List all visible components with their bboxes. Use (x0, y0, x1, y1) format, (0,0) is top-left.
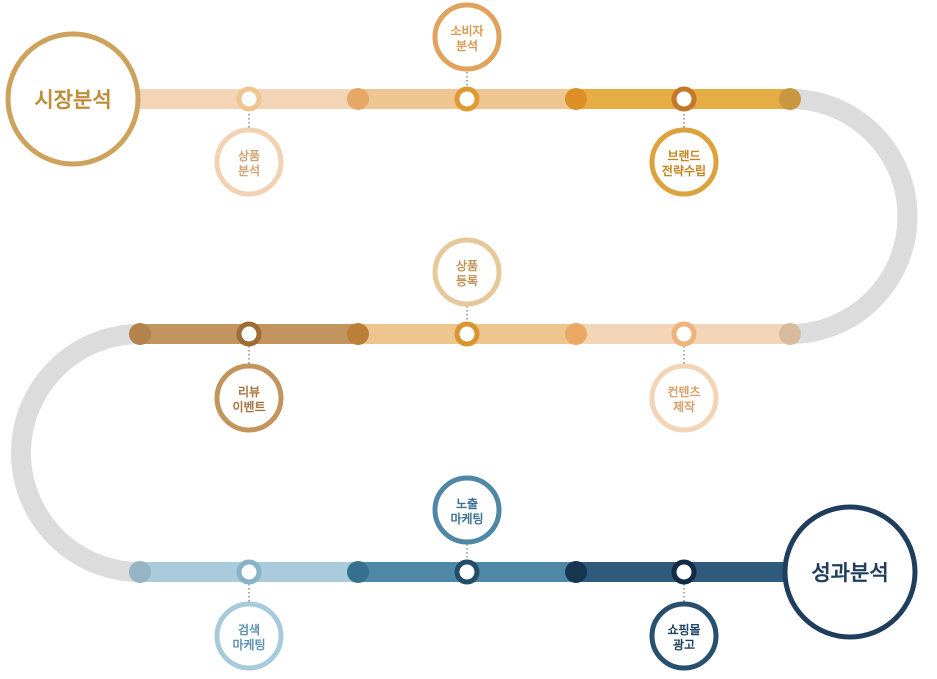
station-line-1: 검색 (238, 622, 260, 637)
curve-connector-left (11, 324, 141, 582)
station-markers (236, 86, 697, 585)
station-line-1: 상품 (456, 258, 478, 273)
station-line-2: 등록 (456, 273, 478, 288)
station-content-production: 컨텐츠 제작 (649, 363, 719, 433)
station-line-2: 마케팅 (450, 511, 483, 526)
station-search-marketing: 검색 마케팅 (214, 601, 284, 671)
station-shoppingmall-ad: 쇼핑몰 광고 (649, 601, 719, 671)
station-brand-strategy: 브랜드 전략수립 (649, 127, 719, 197)
station-exposure-marketing: 노출 마케팅 (432, 475, 502, 545)
station-line-2: 이벤트 (232, 399, 265, 414)
station-line-2: 제작 (673, 399, 695, 414)
station-line-1: 노출 (456, 496, 478, 511)
station-product-registration: 상품 등록 (432, 237, 502, 307)
track-row-1 (140, 88, 801, 110)
station-consumer-analysis: 소비자 분석 (432, 2, 502, 72)
station-line-1: 상품 (238, 148, 260, 163)
station-line-1: 쇼핑몰 (667, 622, 700, 637)
station-line-1: 소비자 (450, 23, 483, 38)
station-line-2: 마케팅 (232, 637, 265, 652)
station-line-2: 전략수립 (662, 163, 706, 178)
station-line-2: 분석 (238, 164, 260, 178)
station-review-event: 리뷰 이벤트 (214, 363, 284, 433)
end-node: 성과분석 (782, 504, 918, 640)
station-line-2: 분석 (456, 39, 478, 53)
end-label: 성과분석 (811, 561, 888, 585)
curve-connector-right (789, 89, 918, 344)
station-line-2: 광고 (673, 637, 695, 652)
start-label: 시장분석 (34, 88, 111, 112)
station-line-1: 컨텐츠 (667, 384, 700, 399)
start-node: 시장분석 (5, 31, 141, 167)
station-line-1: 브랜드 (667, 148, 700, 163)
station-product-analysis: 상품 분석 (214, 127, 284, 197)
dotted-connectors (248, 72, 685, 602)
station-line-1: 리뷰 (238, 384, 260, 399)
